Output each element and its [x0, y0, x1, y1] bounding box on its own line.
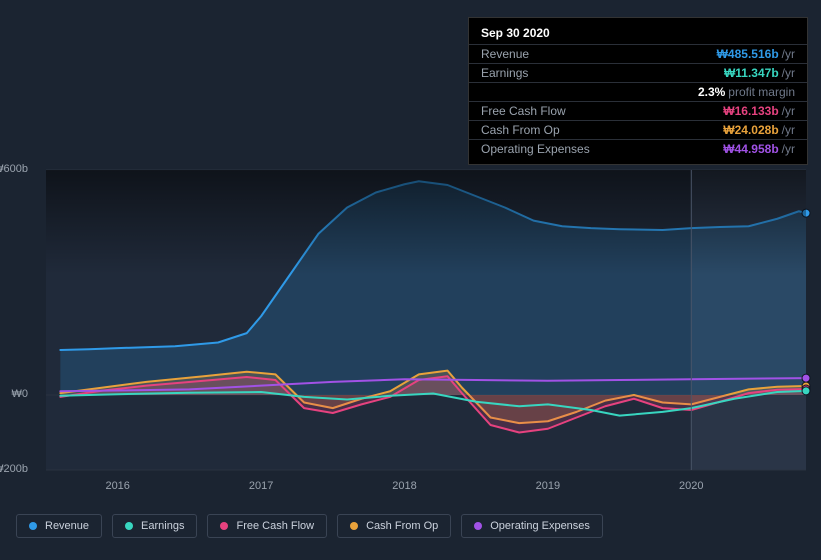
y-axis-label: -₩200b — [0, 463, 28, 475]
legend-label: Revenue — [45, 520, 89, 532]
tooltip-row-value: ₩16.133b/yr — [723, 104, 795, 118]
hover-tooltip: Sep 30 2020 Revenue ₩485.516b/yr Earnings ₩… — [468, 17, 808, 165]
legend-label: Free Cash Flow — [236, 520, 314, 532]
legend-item-fcf[interactable]: Free Cash Flow — [207, 514, 327, 538]
tooltip-row: Revenue ₩485.516b/yr — [469, 44, 807, 63]
y-axis-label: ₩0 — [0, 388, 28, 400]
legend-dot-icon — [125, 522, 133, 530]
chart-legend: Revenue Earnings Free Cash Flow Cash From O… — [16, 514, 603, 538]
legend-label: Earnings — [141, 520, 184, 532]
tooltip-row-label: Revenue — [481, 47, 529, 61]
legend-dot-icon — [474, 522, 482, 530]
x-axis-label: 2020 — [679, 480, 703, 492]
tooltip-row-label: Cash From Op — [481, 123, 560, 137]
tooltip-subrow: 2.3%profit margin — [469, 82, 807, 101]
tooltip-row: Operating Expenses ₩44.958b/yr — [469, 139, 807, 158]
x-axis-label: 2017 — [249, 480, 273, 492]
legend-label: Operating Expenses — [490, 520, 590, 532]
x-axis-label: 2018 — [392, 480, 416, 492]
legend-item-revenue[interactable]: Revenue — [16, 514, 102, 538]
tooltip-date: Sep 30 2020 — [469, 24, 807, 44]
x-axis-label: 2016 — [105, 480, 129, 492]
legend-item-earnings[interactable]: Earnings — [112, 514, 197, 538]
tooltip-row-label: Earnings — [481, 66, 528, 80]
chart-plot-area[interactable] — [46, 170, 806, 470]
x-axis-label: 2019 — [536, 480, 560, 492]
tooltip-row: Cash From Op ₩24.028b/yr — [469, 120, 807, 139]
legend-dot-icon — [29, 522, 37, 530]
financials-chart: ₩600b₩0-₩200b 20162017201820192020 — [16, 150, 806, 510]
tooltip-row-value: ₩11.347b/yr — [724, 66, 795, 80]
tooltip-row: Free Cash Flow ₩16.133b/yr — [469, 101, 807, 120]
legend-label: Cash From Op — [366, 520, 438, 532]
tooltip-row: Earnings ₩11.347b/yr — [469, 63, 807, 82]
tooltip-row-value: ₩485.516b/yr — [717, 47, 795, 61]
legend-dot-icon — [350, 522, 358, 530]
legend-dot-icon — [220, 522, 228, 530]
tooltip-row-label: Free Cash Flow — [481, 104, 566, 118]
tooltip-row-value: ₩44.958b/yr — [723, 142, 795, 156]
legend-item-opex[interactable]: Operating Expenses — [461, 514, 603, 538]
legend-item-cfo[interactable]: Cash From Op — [337, 514, 451, 538]
tooltip-row-label: Operating Expenses — [481, 142, 590, 156]
y-axis-label: ₩600b — [0, 163, 28, 175]
tooltip-row-value: ₩24.028b/yr — [723, 123, 795, 137]
